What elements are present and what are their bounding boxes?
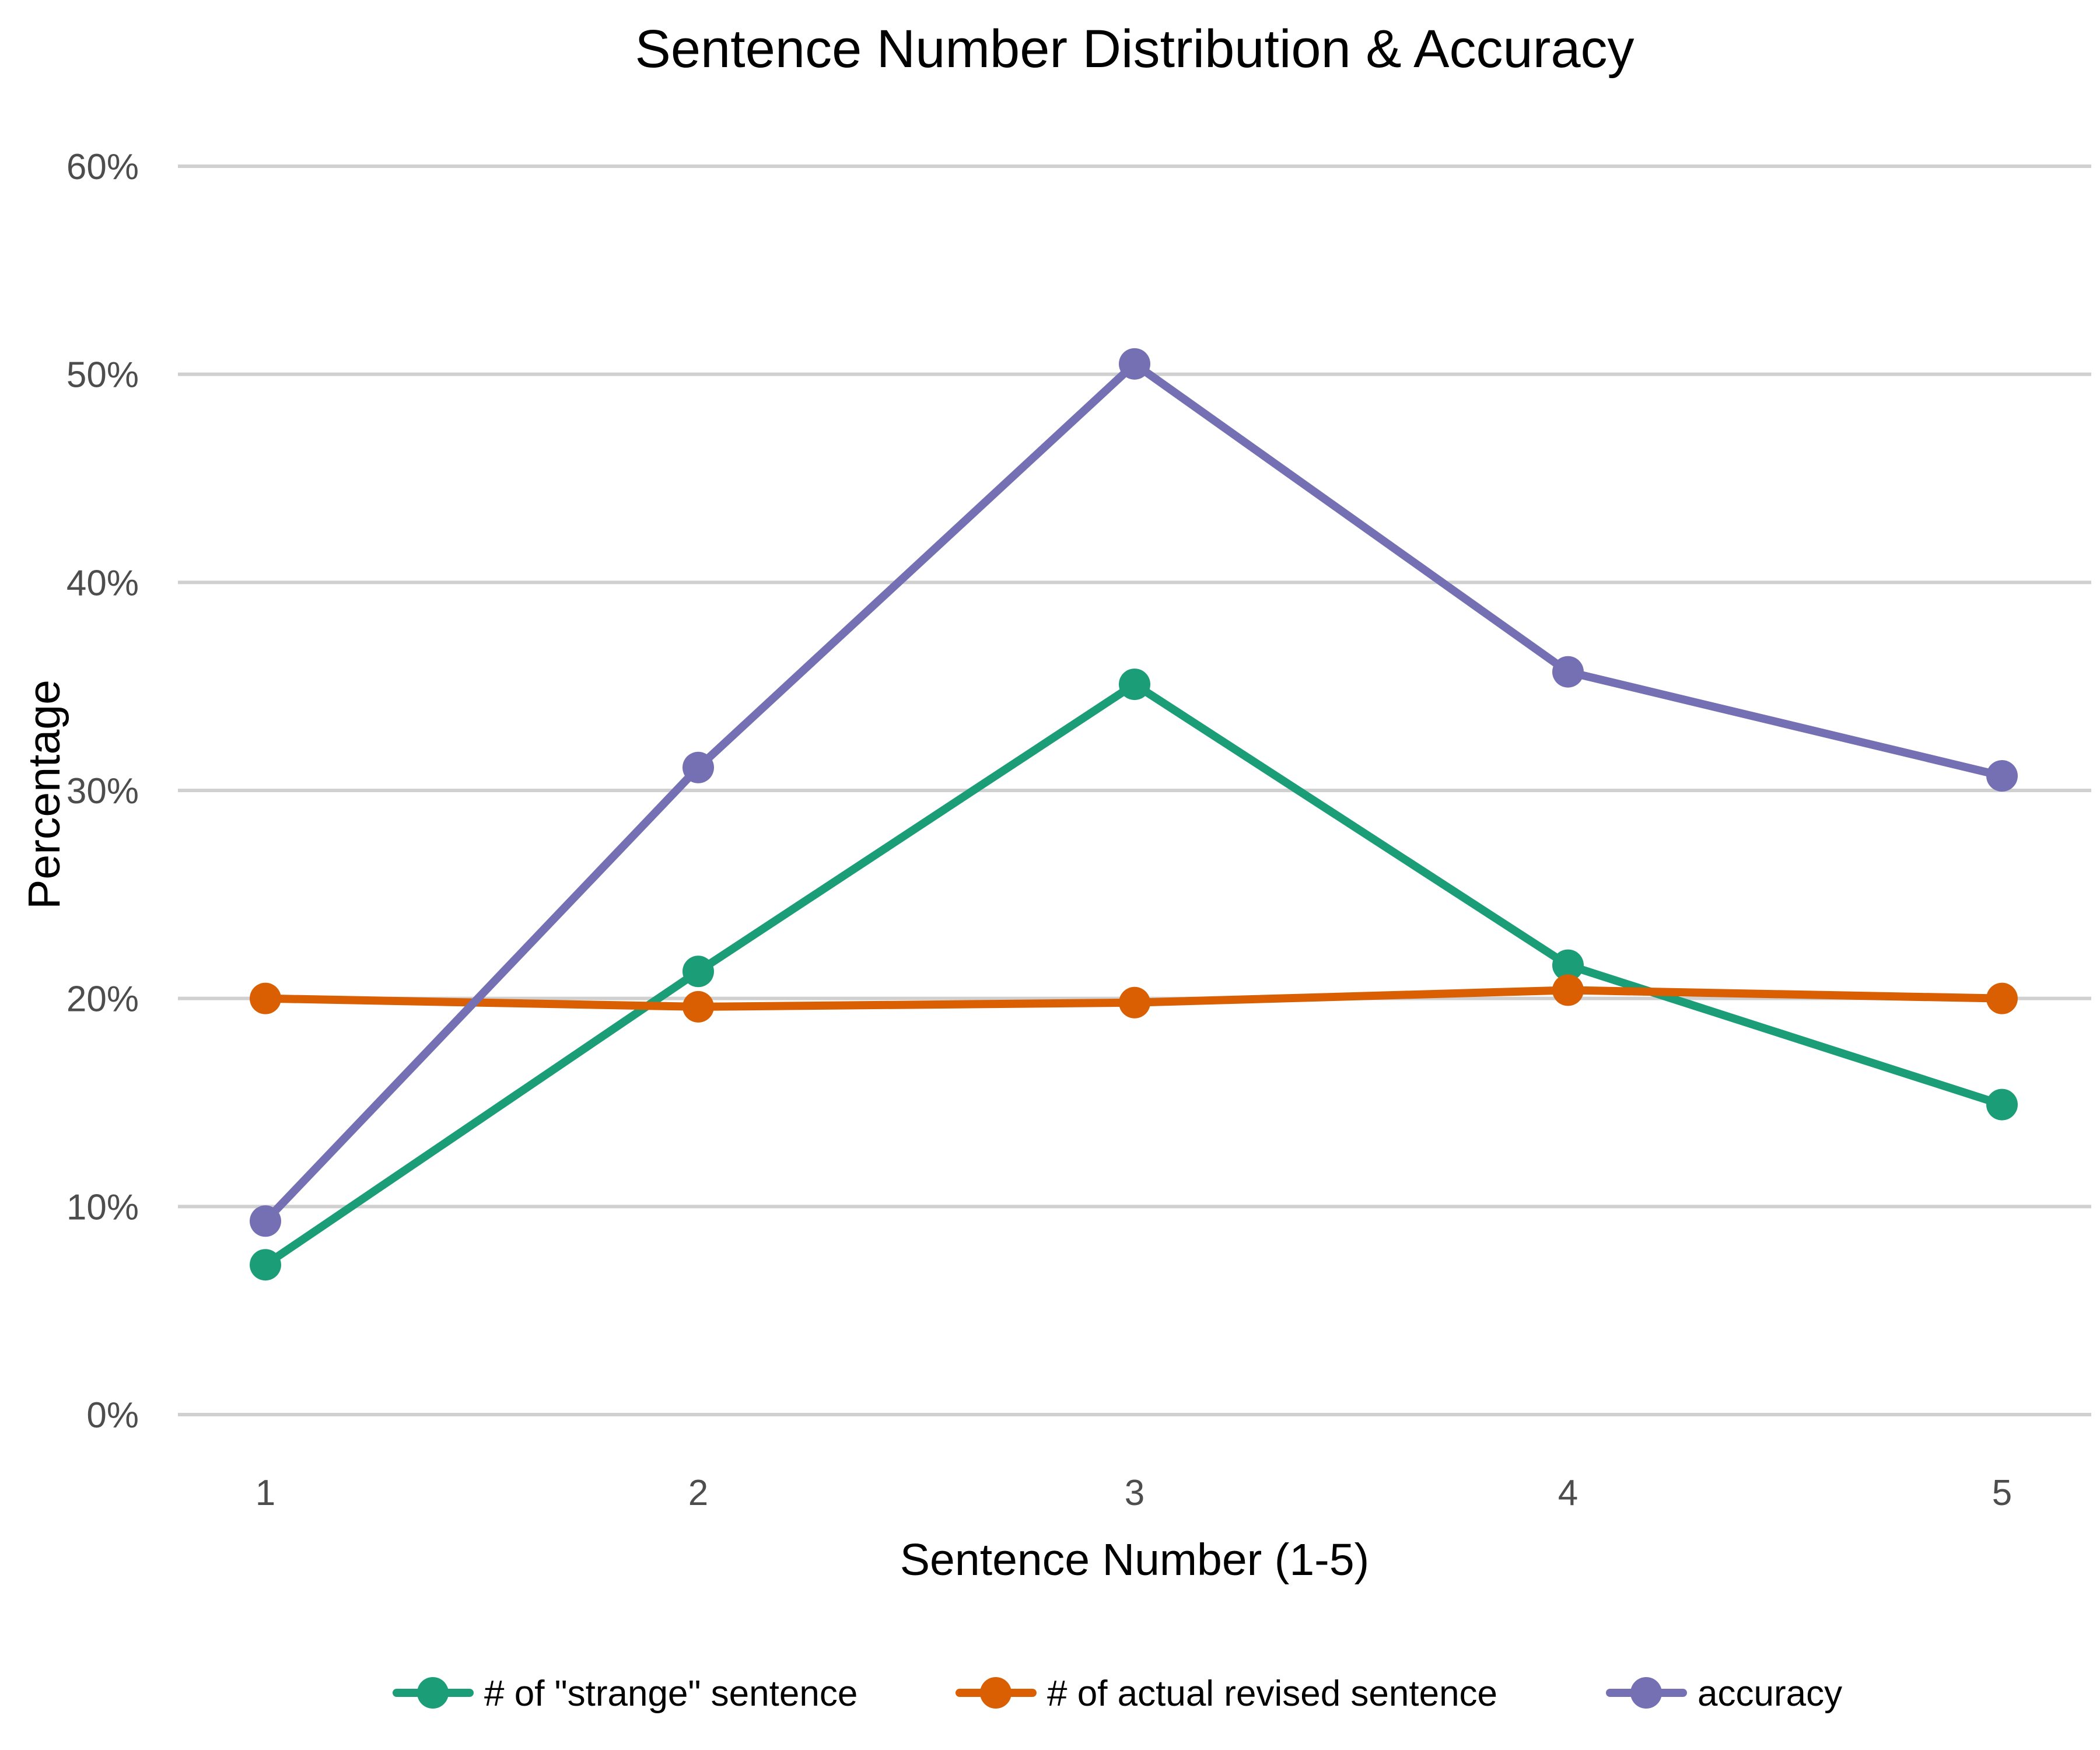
y-axis-ticks: 0% 10% 20% 30% 40% 50% 60% [66,147,139,1436]
data-point [1986,982,2018,1014]
data-point [250,982,281,1014]
data-point [250,1249,281,1281]
x-tick-label: 1 [256,1473,275,1513]
series-line-1 [261,680,2006,1269]
legend-swatch-marker [417,1677,449,1709]
data-point [1986,1088,2018,1121]
y-tick-label: 0% [86,1395,139,1436]
x-tick-label: 4 [1558,1473,1578,1513]
data-point [1119,986,1150,1019]
x-axis-title: Sentence Number (1-5) [900,1535,1370,1585]
data-points [250,348,2018,1281]
legend-swatch-marker [1630,1677,1662,1709]
legend-swatch-marker [980,1677,1012,1709]
data-point [682,751,714,783]
y-tick-label: 30% [66,771,139,811]
x-tick-label: 3 [1125,1473,1144,1513]
data-point [250,1205,281,1237]
x-tick-label: 5 [1992,1473,2012,1513]
data-point [682,991,714,1023]
legend-label: # of "strange" sentence [484,1674,858,1714]
y-tick-label: 40% [66,563,139,603]
data-point [682,956,714,988]
data-point [1552,656,1584,688]
data-point [1119,348,1150,380]
x-tick-label: 2 [688,1473,708,1513]
y-tick-label: 50% [66,355,139,396]
data-point [1986,760,2018,792]
chart-title: Sentence Number Distribution & Accuracy [635,19,1634,79]
y-tick-label: 10% [66,1187,139,1227]
y-tick-label: 20% [66,979,139,1020]
data-point [1552,974,1584,1006]
legend-label: accuracy [1698,1674,1842,1714]
y-tick-label: 60% [66,147,139,187]
legend: # of "strange" sentence # of actual revis… [393,1674,1842,1714]
series-lines [261,359,2006,1269]
x-axis-ticks: 1 2 3 4 5 [256,1473,2012,1513]
legend-label: # of actual revised sentence [1047,1674,1497,1714]
data-point [1552,949,1584,981]
y-axis-title: Percentage [19,680,69,909]
data-point [1119,668,1150,701]
